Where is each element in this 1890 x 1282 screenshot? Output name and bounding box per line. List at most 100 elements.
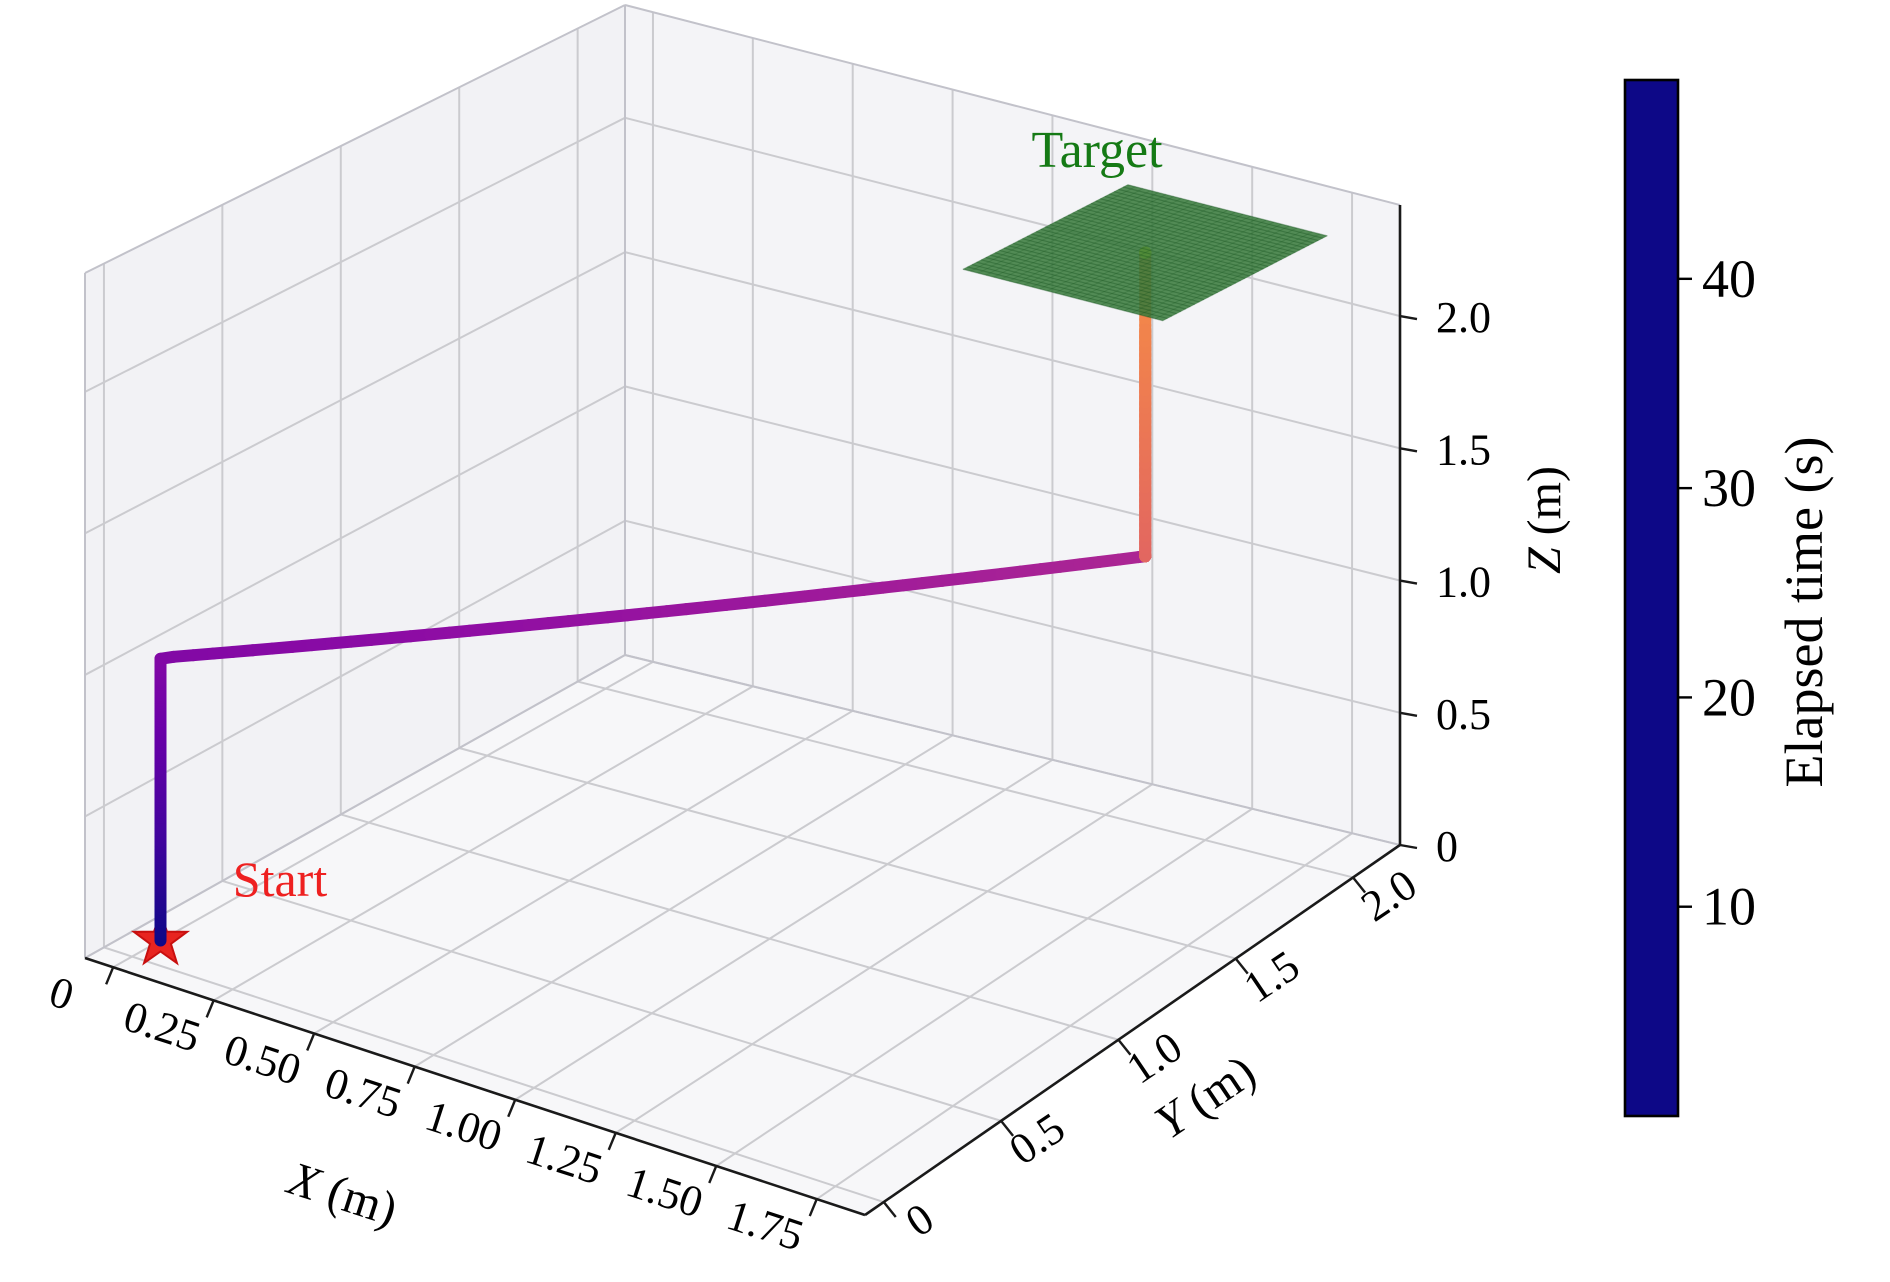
z-tick-label: 1.0 bbox=[1436, 558, 1491, 607]
grid-line bbox=[213, 685, 754, 1002]
x-tick-label: 0.50 bbox=[218, 1025, 306, 1095]
y-tick-label: 0 bbox=[897, 1194, 943, 1247]
z-tick bbox=[1399, 447, 1418, 453]
target-plane-hatch bbox=[994, 252, 1196, 305]
target-annotation: Target bbox=[1031, 122, 1163, 179]
target-plane-hatch bbox=[993, 192, 1159, 278]
target-plane-hatch bbox=[1001, 194, 1167, 280]
grid-line bbox=[715, 807, 1253, 1167]
target-plane-hatch bbox=[1054, 207, 1221, 294]
grid-line bbox=[84, 385, 626, 676]
target-plane-hatch bbox=[1124, 225, 1290, 312]
grid-line bbox=[103, 946, 885, 1203]
target-plane-hatch bbox=[1058, 219, 1260, 272]
colorbar-tick-label: 40 bbox=[1702, 249, 1756, 309]
grid-line bbox=[458, 747, 1237, 960]
x-tick-label: 0.25 bbox=[118, 991, 206, 1061]
target-plane-hatch bbox=[1100, 198, 1301, 251]
target-plane-hatch bbox=[1062, 209, 1228, 296]
target-plane-hatch bbox=[962, 268, 1164, 322]
target-plane-hatch bbox=[1101, 219, 1267, 306]
colorbar-tick-label: 10 bbox=[1702, 877, 1756, 937]
x-tick bbox=[406, 1066, 416, 1085]
y-tick bbox=[882, 1201, 897, 1218]
z-tick-label: 0 bbox=[1436, 822, 1458, 871]
z-tick bbox=[1399, 711, 1418, 717]
x-tick-label: 1.75 bbox=[721, 1190, 809, 1260]
x-tick bbox=[607, 1132, 617, 1151]
target-plane-hatch bbox=[970, 186, 1136, 272]
grid-line bbox=[615, 783, 1153, 1134]
target-plane-hatch bbox=[1070, 211, 1236, 298]
x-tick-label: 0.75 bbox=[319, 1058, 407, 1128]
target-plane-hatch bbox=[1003, 247, 1205, 301]
colorbar-tick-label: 20 bbox=[1702, 667, 1756, 727]
pane-edge bbox=[84, 654, 626, 959]
target-plane-hatch bbox=[1031, 201, 1198, 288]
target-plane-hatch bbox=[1147, 231, 1313, 318]
target-plane-hatch bbox=[1077, 209, 1278, 263]
target-plane-hatch bbox=[1122, 186, 1323, 239]
x-tick-label: 1.50 bbox=[621, 1157, 709, 1227]
target-plane-hatch bbox=[1008, 196, 1175, 282]
target-plane-hatch bbox=[1131, 227, 1297, 314]
grid-line bbox=[624, 519, 1401, 714]
target-plane-hatch bbox=[1095, 200, 1296, 253]
x-tick-label: 0 bbox=[44, 967, 80, 1020]
x-axis-title: X (m) bbox=[280, 1151, 404, 1236]
z-axis-title: Z (m) bbox=[1518, 466, 1571, 574]
target-plane-hatch bbox=[1035, 231, 1237, 284]
target-plane-hatch bbox=[1017, 240, 1218, 294]
target-plane-hatch bbox=[985, 190, 1151, 276]
colorbar-gradient bbox=[1625, 80, 1678, 1116]
grid-line bbox=[84, 519, 626, 818]
target-plane-hatch bbox=[1108, 221, 1274, 308]
target-plane-hatch bbox=[1162, 235, 1328, 322]
target-plane-hatch bbox=[1113, 191, 1314, 244]
colorbar-border bbox=[1623, 78, 1680, 1118]
z-tick-label: 2.0 bbox=[1436, 293, 1491, 342]
z-tick bbox=[1399, 314, 1418, 321]
target-plane-hatch bbox=[978, 188, 1144, 274]
grid-line bbox=[816, 832, 1353, 1200]
y-tick bbox=[1234, 957, 1249, 975]
target-plane-hatch bbox=[1022, 238, 1223, 291]
target-plane-hatch bbox=[971, 263, 1173, 317]
x-tick bbox=[507, 1099, 517, 1118]
axis-ticks bbox=[105, 314, 1418, 1218]
z-tick bbox=[1399, 843, 1418, 850]
target-plane-hatch bbox=[1063, 216, 1264, 270]
grid-line bbox=[340, 813, 1119, 1041]
target-plane-hatch bbox=[1118, 188, 1319, 242]
target-plane-surface bbox=[962, 184, 1328, 321]
target-plane-hatch bbox=[1072, 212, 1273, 265]
target-plane-hatch bbox=[999, 249, 1200, 303]
colorbar: 10 20 30 40 bbox=[1623, 78, 1756, 1118]
target-plane-hatch bbox=[1116, 223, 1282, 310]
y-axis-spine bbox=[864, 843, 1401, 1217]
grid-line bbox=[624, 385, 1401, 582]
grid-line bbox=[313, 709, 854, 1035]
target-plane-hatch bbox=[1078, 213, 1244, 300]
axis-spines bbox=[84, 205, 1402, 1217]
x-tick-label: 1.25 bbox=[520, 1124, 608, 1194]
target-plane-hatch bbox=[1013, 242, 1214, 296]
target-plane-hatch bbox=[1026, 235, 1228, 289]
colorbar-title: Elapsed time (s) bbox=[1774, 437, 1834, 788]
grid-lines bbox=[84, 4, 1401, 1203]
target-plane-hatch bbox=[1086, 205, 1287, 258]
target-plane-hatch bbox=[990, 254, 1191, 308]
target-plane-hatch bbox=[1047, 205, 1213, 292]
grid-line bbox=[84, 251, 626, 535]
y-tick bbox=[1000, 1120, 1015, 1137]
grid-line bbox=[514, 758, 1053, 1101]
target-plane-hatch bbox=[1081, 207, 1282, 261]
target-plane-hatch bbox=[1090, 202, 1291, 256]
target-plane bbox=[962, 184, 1328, 322]
target-plane-hatch bbox=[1049, 224, 1250, 277]
target-plane-hatch bbox=[1109, 193, 1310, 246]
x-tick bbox=[306, 1033, 316, 1051]
x-tick bbox=[205, 999, 215, 1018]
target-plane-hatch bbox=[1104, 195, 1305, 249]
